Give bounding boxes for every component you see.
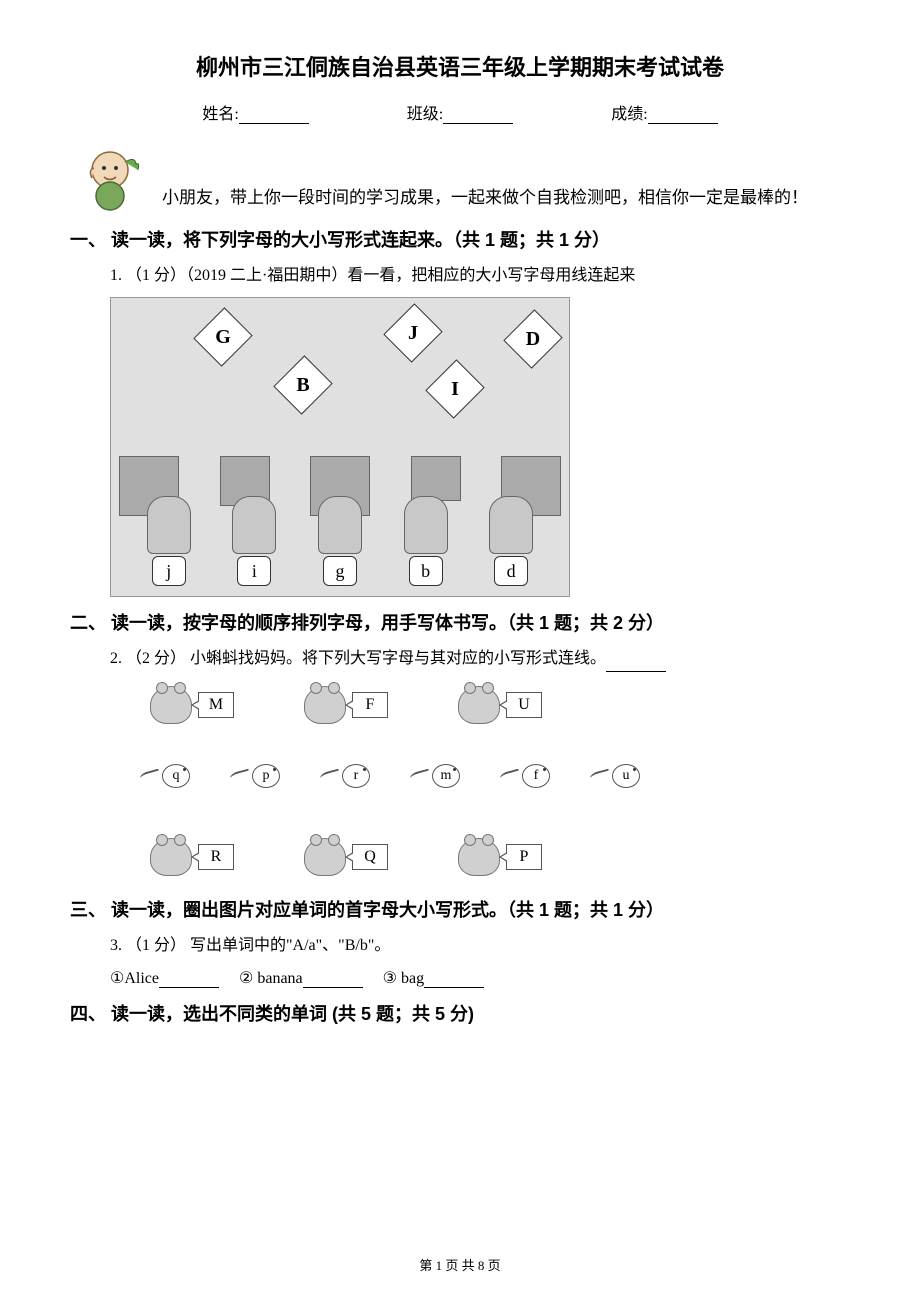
q2-blank[interactable] (606, 658, 666, 672)
class-blank[interactable] (443, 108, 513, 124)
question-1-image: GB JID jigbd (110, 297, 570, 597)
kite-uppercase: B (281, 360, 325, 410)
tadpole-lowercase: p (230, 764, 280, 788)
frog-uppercase: R (150, 838, 234, 876)
children-row: jigbd (111, 496, 569, 586)
q3-item-2: ② banana (239, 970, 303, 987)
child-lowercase: j (139, 496, 199, 586)
page-footer: 第 1 页 共 8 页 (0, 1255, 920, 1274)
score-label: 成绩: (611, 100, 647, 124)
frog-uppercase: Q (304, 838, 388, 876)
child-lowercase: g (310, 496, 370, 586)
mascot-icon (80, 144, 150, 214)
frog-uppercase: F (304, 686, 388, 724)
frog-uppercase: U (458, 686, 542, 724)
question-1-text: 1. （1 分）（2019 二上·福田期中）看一看，把相应的大小写字母用线连起来 (110, 262, 850, 289)
tadpole-lowercase: m (410, 764, 460, 788)
child-lowercase: d (481, 496, 541, 586)
section-2-header: 二、 读一读，按字母的顺序排列字母，用手写体书写。（共 1 题；共 2 分） (70, 609, 850, 635)
kite-uppercase: J (391, 308, 435, 358)
info-line: 姓名: 班级: 成绩: (70, 100, 850, 124)
q3-blank-1[interactable] (159, 974, 219, 988)
kite-uppercase: G (201, 312, 245, 362)
name-label: 姓名: (202, 100, 238, 124)
tadpole-lowercase: q (140, 764, 190, 788)
q3-blank-2[interactable] (303, 974, 363, 988)
section-1-header: 一、 读一读，将下列字母的大小写形式连起来。（共 1 题；共 1 分） (70, 226, 850, 252)
tadpole-lowercase: u (590, 764, 640, 788)
q2-tadpoles-row: qprmfu (140, 764, 850, 788)
frog-uppercase: M (150, 686, 234, 724)
question-2-text: 2. （2 分） 小蝌蚪找妈妈。将下列大写字母与其对应的小写形式连线。 (110, 645, 850, 672)
child-lowercase: i (224, 496, 284, 586)
q3-item-1: ①Alice (110, 970, 159, 987)
child-lowercase: b (396, 496, 456, 586)
exam-title: 柳州市三江侗族自治县英语三年级上学期期末考试试卷 (70, 50, 850, 82)
section-4-header: 四、 读一读，选出不同类的单词 (共 5 题；共 5 分) (70, 1000, 850, 1026)
tadpole-lowercase: r (320, 764, 370, 788)
kite-uppercase: I (433, 364, 477, 414)
encourage-text: 小朋友，带上你一段时间的学习成果，一起来做个自我检测吧，相信你一定是最棒的！ (150, 183, 808, 214)
question-3-text: 3. （1 分） 写出单词中的"A/a"、"B/b"。 (110, 932, 850, 959)
class-label: 班级: (407, 100, 443, 124)
q3-blank-3[interactable] (424, 974, 484, 988)
q3-item-3: ③ bag (383, 970, 424, 987)
tadpole-lowercase: f (500, 764, 550, 788)
score-blank[interactable] (648, 108, 718, 124)
kite-uppercase: D (511, 314, 555, 364)
question-3-items: ①Alice ② banana ③ bag (110, 968, 850, 988)
section-3-header: 三、 读一读，圈出图片对应单词的首字母大小写形式。（共 1 题；共 1 分） (70, 896, 850, 922)
frog-uppercase: P (458, 838, 542, 876)
q2-frogs-row1: MFU (150, 686, 850, 724)
name-blank[interactable] (239, 108, 309, 124)
q2-frogs-row3: RQP (150, 838, 850, 876)
mascot-row: 小朋友，带上你一段时间的学习成果，一起来做个自我检测吧，相信你一定是最棒的！ (70, 144, 850, 214)
